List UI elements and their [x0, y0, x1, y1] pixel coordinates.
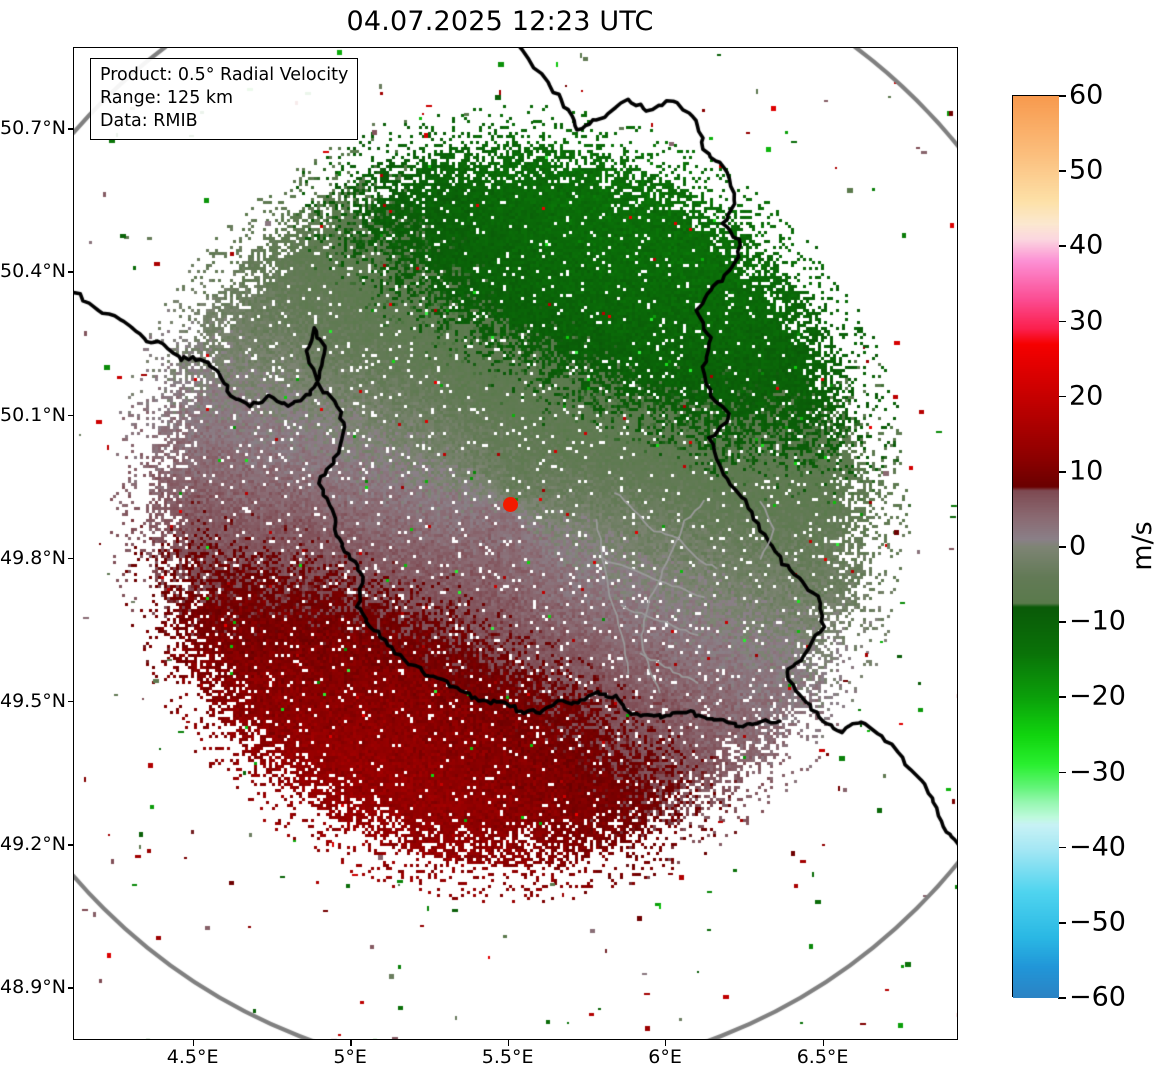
- lat-tick-mark: [68, 844, 74, 846]
- lon-tick-mark: [507, 1040, 510, 1046]
- colorbar-tick: [1058, 170, 1066, 172]
- lon-tick-mark: [822, 1040, 824, 1046]
- lon-tick-label: 4.5°E: [166, 1046, 219, 1068]
- info-product: Product: 0.5° Radial Velocity: [100, 65, 349, 85]
- colorbar-tick: [1058, 621, 1066, 623]
- lon-tick-label: 5.5°E: [481, 1046, 534, 1068]
- colorbar-tick-label: −60: [1069, 981, 1126, 1013]
- lon-tick-label: 6°E: [648, 1046, 682, 1068]
- colorbar-unit-label: m/s: [1127, 521, 1159, 571]
- colorbar-tick-label: −30: [1069, 756, 1126, 787]
- colorbar-tick-label: 40: [1069, 229, 1104, 261]
- colorbar-tick-label: −10: [1069, 605, 1126, 637]
- lat-tick-mark: [68, 271, 74, 273]
- lon-tick-label: 6.5°E: [796, 1046, 849, 1068]
- info-range: Range: 125 km: [100, 88, 234, 109]
- colorbar-tick: [1058, 245, 1066, 248]
- lat-tick-mark: [68, 987, 74, 989]
- colorbar: [1012, 95, 1059, 998]
- lat-tick-label: 50.4°N: [0, 260, 67, 283]
- colorbar-tick-label: 60: [1069, 79, 1104, 111]
- lon-tick-mark: [665, 1040, 667, 1046]
- lat-tick-mark: [68, 557, 74, 560]
- colorbar-tick-label: 0: [1069, 530, 1087, 562]
- colorbar-tick: [1058, 696, 1066, 699]
- colorbar-tick-label: −50: [1069, 906, 1126, 938]
- colorbar-tick-label: 50: [1069, 154, 1104, 186]
- colorbar-tick: [1058, 921, 1066, 924]
- lat-tick-label: 50.7°N: [0, 117, 67, 140]
- colorbar-tick-label: 10: [1069, 455, 1104, 487]
- lon-tick-label: 5°E: [333, 1046, 367, 1068]
- colorbar-tick: [1058, 997, 1066, 999]
- map-plot-area: Product: 0.5° Radial Velocity Range: 125…: [73, 47, 958, 1040]
- product-info-box: Product: 0.5° Radial Velocity Range: 125…: [90, 58, 359, 141]
- lat-tick-mark: [68, 414, 74, 416]
- lat-tick-label: 50.1°N: [0, 403, 67, 426]
- radar-site-marker: [502, 496, 518, 512]
- colorbar-tick: [1058, 95, 1066, 97]
- colorbar-tick: [1058, 470, 1066, 473]
- colorbar-tick: [1058, 546, 1066, 548]
- lon-tick-mark: [350, 1040, 352, 1046]
- figure-title: 04.07.2025 12:23 UTC: [346, 6, 654, 37]
- lat-tick-mark: [68, 701, 74, 703]
- lat-tick-label: 49.2°N: [0, 833, 67, 856]
- colorbar-tick: [1058, 395, 1066, 398]
- colorbar-tick-label: −20: [1069, 680, 1126, 712]
- colorbar-tick: [1058, 320, 1066, 323]
- colorbar-tick: [1058, 771, 1066, 774]
- colorbar-tick-label: 30: [1069, 305, 1104, 336]
- colorbar-tick: [1058, 846, 1066, 849]
- lat-tick-label: 49.5°N: [0, 690, 67, 713]
- lat-tick-label: 48.9°N: [0, 976, 67, 999]
- colorbar-tick-label: 20: [1069, 380, 1104, 412]
- radar-velocity-canvas: [74, 48, 957, 1039]
- lon-tick-mark: [192, 1040, 195, 1046]
- colorbar-tick-label: −40: [1069, 831, 1126, 863]
- info-data: Data: RMIB: [100, 111, 198, 132]
- lat-tick-mark: [68, 128, 74, 130]
- lat-tick-label: 49.8°N: [0, 546, 67, 569]
- colorbar-gradient: [1013, 96, 1059, 998]
